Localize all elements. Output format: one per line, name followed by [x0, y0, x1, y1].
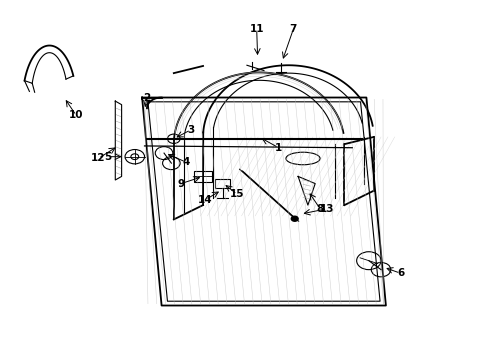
Text: 3: 3 [187, 125, 194, 135]
Text: 13: 13 [320, 204, 334, 214]
Text: 9: 9 [177, 179, 184, 189]
Text: 5: 5 [104, 152, 111, 162]
Text: 4: 4 [182, 157, 189, 167]
Text: 6: 6 [396, 268, 404, 278]
Text: 7: 7 [289, 24, 296, 35]
Text: 8: 8 [316, 204, 323, 214]
Circle shape [291, 216, 298, 221]
Text: 2: 2 [143, 93, 150, 103]
Text: 10: 10 [69, 111, 83, 121]
Text: 12: 12 [91, 153, 105, 163]
Text: 14: 14 [198, 195, 212, 205]
Text: 15: 15 [229, 189, 244, 199]
Text: 11: 11 [249, 24, 264, 35]
Text: 1: 1 [274, 143, 282, 153]
